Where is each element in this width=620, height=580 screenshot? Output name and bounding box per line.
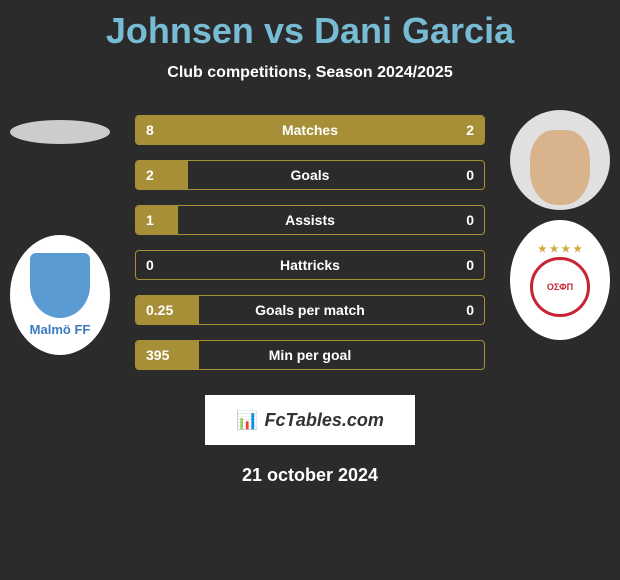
watermark-text: FcTables.com: [265, 410, 384, 431]
comparison-area: Malmö FF ★ ★ ★ ★ ΟΣΦΠ 8Matches22Goals01A…: [0, 110, 620, 370]
player2-name: Dani Garcia: [314, 10, 514, 51]
stat-row: 0Hattricks0: [135, 250, 485, 280]
stat-row: 0.25Goals per match0: [135, 295, 485, 325]
stat-right-value: 0: [466, 212, 474, 228]
stat-right-value: 0: [466, 257, 474, 273]
malmo-shield-icon: [30, 253, 90, 318]
stat-row: 2Goals0: [135, 160, 485, 190]
stat-row: 8Matches2: [135, 115, 485, 145]
olympiacos-crest-icon: ΟΣΦΠ: [530, 257, 590, 317]
player1-club-badge: Malmö FF: [10, 235, 110, 355]
stats-bars: 8Matches22Goals01Assists00Hattricks00.25…: [135, 110, 485, 370]
season-subtitle: Club competitions, Season 2024/2025: [0, 64, 620, 82]
player2-face-icon: [530, 130, 590, 205]
player2-avatar: [510, 110, 610, 210]
stat-right-value: 0: [466, 302, 474, 318]
player1-avatar: [10, 120, 110, 144]
player2-club-badge: ★ ★ ★ ★ ΟΣΦΠ: [510, 220, 610, 340]
fctables-watermark: 📊 FcTables.com: [205, 395, 415, 445]
player1-name: Johnsen: [106, 10, 254, 51]
stat-right-value: 0: [466, 167, 474, 183]
stat-label: Goals per match: [136, 302, 484, 318]
stat-label: Min per goal: [136, 347, 484, 363]
olympiacos-stars-icon: ★ ★ ★ ★: [538, 244, 582, 255]
left-player-column: Malmö FF: [10, 110, 110, 355]
stat-row: 395Min per goal: [135, 340, 485, 370]
stat-label: Goals: [136, 167, 484, 183]
chart-icon: 📊: [236, 410, 258, 431]
stat-label: Hattricks: [136, 257, 484, 273]
stat-label: Assists: [136, 212, 484, 228]
stat-right-value: 2: [466, 122, 474, 138]
stat-label: Matches: [136, 122, 484, 138]
comparison-title: Johnsen vs Dani Garcia: [0, 0, 620, 52]
infographic-date: 21 october 2024: [0, 465, 620, 486]
stat-row: 1Assists0: [135, 205, 485, 235]
right-player-column: ★ ★ ★ ★ ΟΣΦΠ: [510, 110, 610, 340]
vs-text: vs: [264, 10, 304, 51]
player1-club-label: Malmö FF: [30, 322, 91, 337]
